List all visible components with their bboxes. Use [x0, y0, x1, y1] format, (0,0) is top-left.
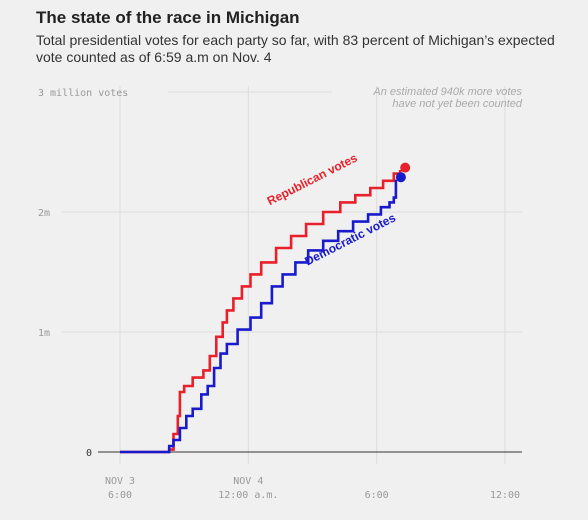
- republican-votes-label: Republican votes: [265, 150, 360, 208]
- y-tick-label: 1m: [38, 328, 50, 339]
- x-tick-label: NOV 4: [233, 476, 263, 487]
- y-tick-label: 3 million votes: [38, 88, 128, 99]
- republican-votes-line: [120, 170, 402, 454]
- x-tick-label: 6:00: [365, 490, 389, 501]
- axis-ticks: NOV 3 6:00 NOV 4 12:00 a.m. 6:00 12:00 0 1m 2m 3 …: [38, 88, 520, 501]
- y-tick-label: 0: [86, 448, 92, 459]
- y-tick-label: 2m: [38, 208, 50, 219]
- annotation-line: An estimated 940k more votes: [372, 86, 522, 98]
- x-tick-label: 12:00: [490, 490, 520, 501]
- democratic-votes-line: [120, 179, 398, 454]
- series: [120, 162, 411, 454]
- x-tick-label: 6:00: [108, 490, 132, 501]
- republican-final-dot: [400, 162, 411, 173]
- page-title: The state of the race in Michigan: [36, 8, 300, 27]
- x-tick-label: 12:00 a.m.: [218, 490, 278, 501]
- grid: [62, 86, 522, 464]
- democratic-votes-label: Democratic votes: [302, 210, 398, 268]
- democratic-final-dot: [395, 172, 406, 183]
- page-subtitle: Total presidential votes for each party …: [36, 32, 555, 65]
- x-tick-label: NOV 3: [105, 476, 135, 487]
- annotation-line: have not yet been counted: [392, 98, 523, 110]
